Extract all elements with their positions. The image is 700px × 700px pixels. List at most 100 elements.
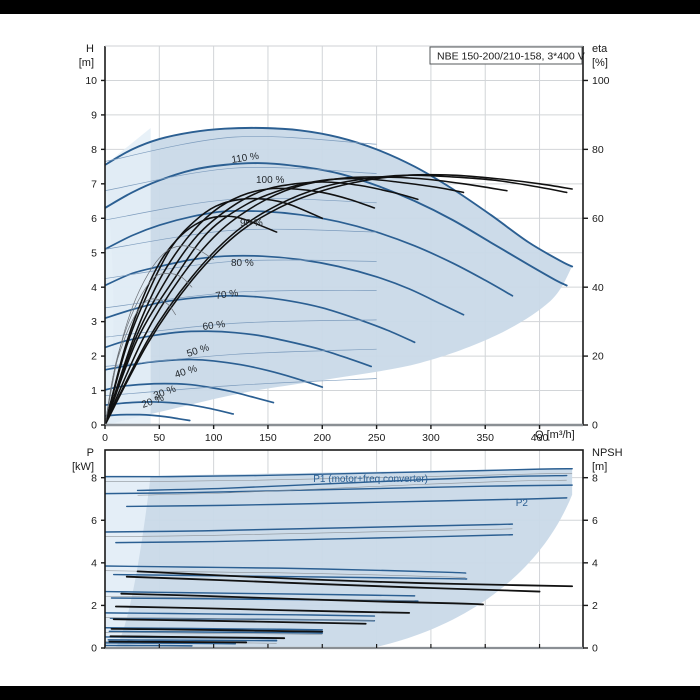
power-tick-label: 6	[91, 515, 97, 527]
power-curve-thin	[105, 473, 573, 482]
top-right-axis-title-line1: eta	[592, 43, 608, 55]
y-tick-label: 6	[91, 213, 97, 225]
speed-curve-label: 70 %	[215, 288, 239, 302]
p1-power-curve	[105, 565, 467, 574]
chart-title: NBE 150-200/210-158, 3*400 V	[437, 51, 585, 63]
y-tick-label: 4	[91, 282, 97, 294]
x-tick-label: 100	[205, 432, 223, 444]
p2-power-curve	[110, 597, 419, 602]
power-curve-thin	[105, 617, 375, 622]
power-curve-thin	[105, 528, 513, 537]
eta-tick-label: 40	[592, 282, 604, 294]
x-tick-label: 300	[422, 432, 440, 444]
x-tick-label: 350	[476, 432, 494, 444]
npsh-tick-label: 4	[592, 557, 598, 569]
top-right-axis-title-line2: [%]	[592, 57, 608, 69]
power-curve-thin	[105, 632, 323, 635]
x-tick-label: 0	[102, 432, 108, 444]
head-curve	[105, 330, 373, 368]
bottom-right-ticks: 0 2 4 6 8	[583, 472, 598, 655]
power-tick-label: 4	[91, 557, 97, 569]
p1-power-curve	[105, 642, 237, 645]
head-curve	[105, 126, 574, 268]
npsh-curve	[136, 570, 574, 588]
top-y-axis-title-line2: [m]	[79, 57, 94, 69]
eta-tick-label: 0	[592, 420, 598, 432]
top-right-ticks: 0 20 40 60 80 100	[583, 75, 610, 432]
p2-power-curve	[107, 639, 278, 642]
bottom-right-axis-title-line1: NPSH	[592, 447, 623, 459]
power-tick-label: 8	[91, 472, 97, 484]
p1-power-curve	[105, 612, 376, 617]
y-tick-label: 0	[91, 420, 97, 432]
bottom-x-ticks	[104, 644, 541, 648]
p2-power-curve	[126, 497, 568, 508]
p2-power-curve	[105, 484, 573, 495]
efficiency-curve-thin	[105, 298, 176, 425]
npsh-tick-label: 6	[592, 515, 598, 527]
y-tick-label: 10	[85, 75, 97, 87]
npsh-tick-label: 8	[592, 472, 598, 484]
iso-line	[105, 228, 377, 250]
npsh-curve	[109, 635, 286, 640]
iso-line	[105, 167, 377, 192]
head-curve	[105, 162, 568, 287]
top-panel-frame	[104, 45, 584, 427]
p1-power-curve	[105, 523, 514, 533]
head-curve	[105, 401, 235, 415]
top-x-ticks: 0 50 100 150 200 250 300 350 400	[102, 425, 548, 444]
p1-power-curve	[105, 468, 573, 478]
speed-curve-label: 90 %	[240, 218, 263, 229]
bottom-panel-envelope	[105, 468, 573, 647]
y-tick-label: 5	[91, 247, 97, 259]
envelope-operating-region	[105, 127, 573, 425]
efficiency-curve	[105, 174, 568, 425]
eta-tick-label: 80	[592, 144, 604, 156]
head-curve	[105, 358, 324, 388]
p1-power-curve	[136, 474, 568, 492]
bottom-y-ticks: 0 2 4 6 8	[91, 472, 105, 655]
speed-curve-label: 110 %	[231, 151, 260, 166]
top-x-axis-title: Q [m³/h]	[535, 429, 575, 441]
head-curve	[105, 294, 416, 344]
speed-curve-label: 100 %	[256, 175, 284, 186]
efficiency-curves	[105, 173, 573, 425]
efficiency-curve	[105, 181, 419, 425]
speed-curve-label: 60 %	[202, 319, 226, 333]
top-y-ticks: 0 1 2 3 4 5 6 7 8 9 10	[85, 75, 105, 432]
iso-line	[105, 290, 377, 309]
power-series-labels: P1 (motor+freq.converter) P2	[313, 474, 528, 509]
p2-power-curve	[115, 534, 514, 544]
p1-power-curve	[105, 590, 416, 597]
x-tick-label: 250	[368, 432, 386, 444]
bottom-y-axis-title-line2: [kW]	[72, 461, 94, 473]
eta-tick-label: 20	[592, 351, 604, 363]
efficiency-curve-thin	[105, 273, 193, 425]
y-tick-label: 3	[91, 316, 97, 328]
bottom-right-axis-title-line2: [m]	[592, 461, 607, 473]
efficiency-curve	[105, 197, 324, 425]
head-curve	[105, 382, 275, 404]
npsh-tick-label: 2	[592, 600, 598, 612]
p1-power-curve	[105, 627, 323, 631]
head-curve	[105, 413, 191, 422]
efficiency-curve	[105, 187, 376, 425]
npsh-curves	[108, 570, 574, 644]
efficiency-curve	[105, 177, 465, 425]
x-tick-label: 400	[531, 432, 549, 444]
y-tick-label: 1	[91, 385, 97, 397]
p2-power-curve	[112, 573, 468, 580]
head-curve	[105, 209, 514, 297]
bottom-y-axis-title-line1: P	[87, 447, 94, 459]
power-series-label: P1 (motor+freq.converter)	[313, 474, 428, 485]
x-tick-label: 150	[259, 432, 277, 444]
efficiency-curve	[105, 215, 278, 425]
npsh-curve	[110, 627, 324, 633]
x-tick-label: 200	[314, 432, 332, 444]
eta-tick-label: 100	[592, 75, 610, 87]
x-tick-label: 50	[153, 432, 165, 444]
top-panel: 0 1 2 3 4 5 6 7 8 9 10 0 50 100 150 200 250 300 350 400 0 2…	[79, 43, 610, 444]
iso-line	[105, 136, 377, 162]
